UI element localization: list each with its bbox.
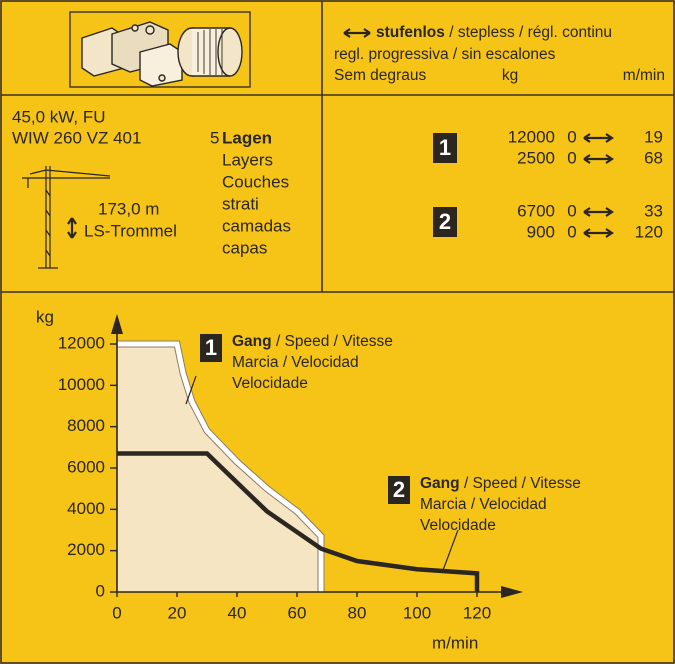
datasheet: stufenlos / stepless / régl. continu reg… [0,0,675,664]
y-axis-label: kg [36,307,54,326]
y-tick-label: 8000 [67,416,105,435]
gear-from: 0 [567,148,576,167]
unit-speed: m/min [623,67,665,84]
legend-line: Marcia / Velocidad [232,354,359,371]
legend-label: 1 [205,335,217,360]
layer-label: Lagen [222,128,272,147]
layer-label: strati [222,194,259,213]
layer-label: Couches [222,172,289,191]
legend-bold: Gang [420,475,460,492]
gear-kg: 2500 [517,148,555,167]
x-tick-label: 40 [228,603,247,622]
gear-speed: 33 [644,201,663,220]
stepless-line2: regl. progressiva / sin escalones [334,46,556,63]
gear-number: 1 [439,135,451,160]
y-tick-label: 6000 [67,457,105,476]
gear-from: 0 [567,201,576,220]
leader-line [442,530,458,573]
drum: LS-Trommel [84,221,177,240]
gear-from: 0 [567,127,576,146]
legend-text: Gang / Speed / Vitesse [420,475,581,492]
stepless-line: stufenlos / stepless / régl. continu [376,24,612,41]
frame [1,1,674,663]
stepless-bold: stufenlos [376,24,445,41]
y-axis-arrow [111,314,123,334]
y-tick-label: 10000 [58,375,105,394]
y-tick-label: 4000 [67,499,105,518]
x-axis-label: m/min [432,633,478,652]
gear-speed: 120 [635,222,663,241]
x-tick-label: 120 [463,603,491,622]
layers-count: 5 [210,128,219,147]
legend-label: 2 [393,477,405,502]
layer-label: Layers [222,150,273,169]
x-tick-label: 100 [403,603,431,622]
motor-model: WIW 260 VZ 401 [12,128,141,147]
gear-arrow [584,155,612,163]
x-tick-label: 80 [348,603,367,622]
layer-label: camadas [222,216,291,235]
winch-illustration [70,12,250,87]
legend-bold: Gang [232,333,272,350]
legend-line: Marcia / Velocidad [420,496,547,513]
stepless-rest: / stepless / régl. continu [449,24,612,41]
x-tick-label: 20 [168,603,187,622]
gear-speed: 68 [644,148,663,167]
y-tick-label: 12000 [58,333,105,352]
gear-kg: 12000 [508,127,555,146]
legend-line: Velocidade [232,375,308,392]
legend-line: / Speed / Vitesse [464,475,581,492]
layer-label: capas [222,238,267,257]
gear-kg: 900 [527,222,555,241]
y-tick-label: 0 [96,581,105,600]
gear-kg: 6700 [517,201,555,220]
gear-number: 2 [439,209,451,234]
x-tick-label: 60 [288,603,307,622]
stepless-line3: Sem degraus [334,67,426,84]
legend-line: / Speed / Vitesse [276,333,393,350]
arrow-icon [344,29,370,37]
motor-power: 45,0 kW, FU [12,107,106,126]
legend-text: Gang / Speed / Vitesse [232,333,393,350]
x-axis-arrow [501,586,523,598]
x-tick-label: 0 [112,603,121,622]
gear-from: 0 [567,222,576,241]
y-tick-label: 2000 [67,540,105,559]
unit-kg: kg [502,67,518,84]
gear-arrow [584,229,612,237]
length-arrow [68,218,76,238]
rope-length: 173,0 m [98,199,159,218]
gear-speed: 19 [644,127,663,146]
gear-arrow [584,208,612,216]
crane-icon [22,166,110,268]
gear-arrow [584,134,612,142]
